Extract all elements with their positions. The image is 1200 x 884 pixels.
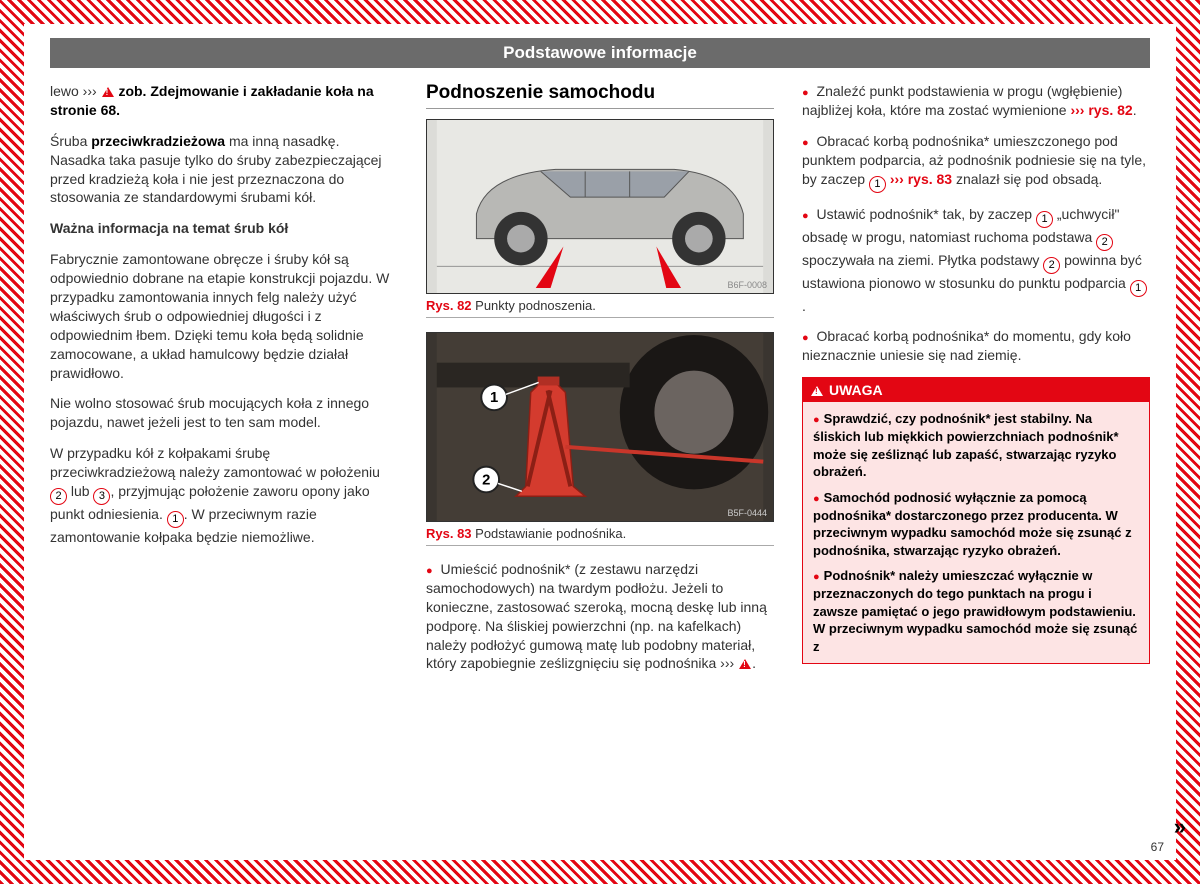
para: W przypadku kół z kołpakami śrubę przeci… xyxy=(50,444,398,547)
figure-number: Rys. 82 xyxy=(426,298,472,313)
car-jack-points-illustration xyxy=(427,120,773,293)
column-2: Podnoszenie samochodu B6F-0008 Rys xyxy=(426,82,774,685)
column-3: Znaleźć punkt podstawienia w progu (wgłę… xyxy=(802,82,1150,685)
para: Nie wolno stosować śrub mocujących koła … xyxy=(50,394,398,432)
content-columns: lewo ››› zob. Zdejmowanie i zakładanie k… xyxy=(50,82,1150,685)
warning-header: UWAGA xyxy=(803,378,1149,402)
callout-2: 2 xyxy=(1043,257,1060,274)
text: Obracać korbą podnośnika* do momentu, gd… xyxy=(802,328,1131,363)
warning-title: UWAGA xyxy=(829,382,883,398)
caption-text: Podstawianie podnośnika. xyxy=(472,526,627,541)
text: Ustawić podnośnik* tak, by zaczep xyxy=(817,206,1036,222)
warning-icon xyxy=(811,386,823,396)
bullet-item: Umieścić podnośnik* (z zestawu narzędzi … xyxy=(426,560,774,673)
figure-83: 1 2 B5F-0444 xyxy=(426,332,774,522)
warning-icon xyxy=(102,87,114,97)
text: Umieścić podnośnik* (z zestawu narzędzi … xyxy=(426,561,767,671)
warning-body: Sprawdzić, czy podnośnik* jest stabilny.… xyxy=(803,402,1149,663)
text: spoczywała na ziemi. Płytka podstawy xyxy=(802,252,1043,268)
text: W przypadku kół z kołpakami śrubę przeci… xyxy=(50,445,380,480)
page: Podstawowe informacje lewo ››› zob. Zdej… xyxy=(24,24,1176,860)
bullet-item: Ustawić podnośnik* tak, by zaczep 1 „uch… xyxy=(802,205,1150,316)
continuation-arrow-icon: » xyxy=(1174,814,1186,840)
warning-item: Podnośnik* należy umieszczać wyłącznie w… xyxy=(813,567,1139,655)
para: Fabrycznie zamontowane obręcze i śruby k… xyxy=(50,250,398,382)
callout-1: 1 xyxy=(1130,280,1147,297)
para: lewo ››› zob. Zdejmowanie i zakładanie k… xyxy=(50,82,398,120)
para: Śruba przeciwkradzieżowa ma inną nasadkę… xyxy=(50,132,398,208)
subheading: Ważna informacja na temat śrub kół xyxy=(50,219,398,238)
text-bold: przeciwkradzieżowa xyxy=(91,133,225,149)
bullet-item: Obracać korbą podnośnika* umieszczonego … xyxy=(802,132,1150,193)
cross-ref: ››› rys. 82 xyxy=(1070,102,1132,118)
text: Śruba xyxy=(50,133,91,149)
svg-text:1: 1 xyxy=(490,390,498,406)
bullet-item: Obracać korbą podnośnika* do momentu, gd… xyxy=(802,327,1150,365)
text: lewo ››› xyxy=(50,83,101,99)
svg-text:2: 2 xyxy=(482,472,490,488)
figure-82-caption: Rys. 82 Punkty podnoszenia. xyxy=(426,298,774,318)
text: znalazł się pod obsadą. xyxy=(952,171,1102,187)
warning-box: UWAGA Sprawdzić, czy podnośnik* jest sta… xyxy=(802,377,1150,664)
callout-3: 3 xyxy=(93,488,110,505)
figure-code: B5F-0444 xyxy=(727,508,767,518)
figure-82: B6F-0008 xyxy=(426,119,774,294)
callout-2: 2 xyxy=(1096,234,1113,251)
heading: Podnoszenie samochodu xyxy=(426,82,774,109)
page-number: 67 xyxy=(1151,840,1164,854)
section-header: Podstawowe informacje xyxy=(50,38,1150,68)
caption-text: Punkty podnoszenia. xyxy=(472,298,596,313)
callout-1: 1 xyxy=(1036,211,1053,228)
jack-placement-illustration: 1 2 xyxy=(427,333,773,521)
callout-1: 1 xyxy=(869,176,886,193)
figure-number: Rys. 83 xyxy=(426,526,472,541)
warning-item: Sprawdzić, czy podnośnik* jest stabilny.… xyxy=(813,410,1139,480)
warning-icon xyxy=(739,659,751,669)
callout-2: 2 xyxy=(50,488,67,505)
text: lub xyxy=(67,483,93,499)
warning-item: Samochód podnosić wyłącznie za pomocą po… xyxy=(813,489,1139,559)
figure-83-caption: Rys. 83 Podstawianie podnośnika. xyxy=(426,526,774,546)
cross-ref: ››› rys. 83 xyxy=(890,171,952,187)
bullet-item: Znaleźć punkt podstawienia w progu (wgłę… xyxy=(802,82,1150,120)
figure-code: B6F-0008 xyxy=(727,280,767,290)
callout-1: 1 xyxy=(167,511,184,528)
column-1: lewo ››› zob. Zdejmowanie i zakładanie k… xyxy=(50,82,398,685)
